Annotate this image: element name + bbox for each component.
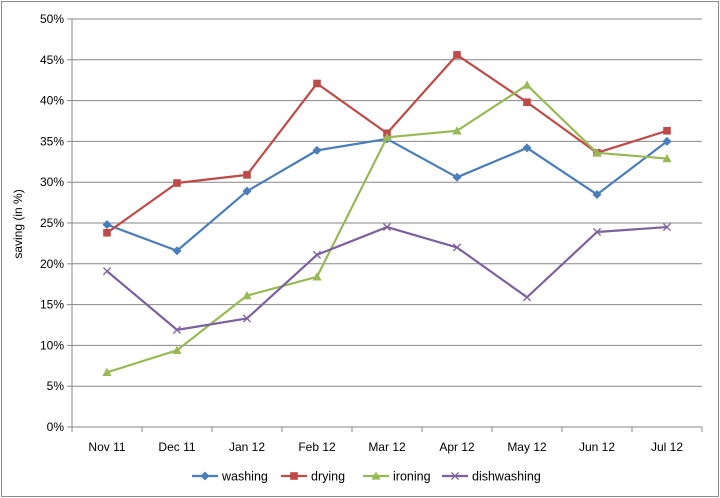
data-point-dishwashing xyxy=(452,243,462,252)
x-tick-label: Feb 12 xyxy=(298,440,336,454)
data-point-dishwashing xyxy=(242,314,252,323)
data-point-washing xyxy=(242,186,252,196)
data-point-drying xyxy=(103,228,111,237)
series-line-washing xyxy=(106,137,668,252)
series-dishwashing xyxy=(102,223,672,334)
legend: washing drying ironing dishwashing xyxy=(192,470,541,484)
data-point-dishwashing xyxy=(312,250,322,259)
legend-item-ironing: ironing xyxy=(363,470,431,484)
gridlines xyxy=(72,18,702,387)
legend-label: washing xyxy=(221,470,268,484)
y-tick-label: 0% xyxy=(47,420,65,434)
data-point-dishwashing xyxy=(662,223,672,232)
series-line-ironing xyxy=(106,83,668,374)
data-point-ironing xyxy=(452,126,462,135)
data-point-drying xyxy=(523,98,531,107)
data-point-dishwashing xyxy=(172,325,182,334)
data-point-ironing xyxy=(592,148,602,157)
data-point-ironing xyxy=(172,345,182,354)
legend-marker xyxy=(450,471,460,481)
data-point-washing xyxy=(172,246,182,256)
data-point-ironing xyxy=(102,367,112,377)
series-group xyxy=(102,51,672,377)
x-tick-label: Jun 12 xyxy=(579,440,615,454)
data-point-washing xyxy=(522,143,532,153)
y-axis-label: saving (in %) xyxy=(11,189,25,258)
y-tick-label: 5% xyxy=(47,379,65,393)
data-point-ironing xyxy=(382,132,392,141)
series-line-dishwashing xyxy=(106,225,668,331)
y-axis: 0% 5% 10% 15% 20% 25% 30% 35% 40% 45% 50% xyxy=(40,12,73,434)
data-point-washing xyxy=(102,220,112,230)
legend-label: drying xyxy=(311,470,345,484)
y-tick-label: 10% xyxy=(40,338,64,352)
series-washing xyxy=(102,134,672,256)
data-point-dishwashing xyxy=(102,267,112,276)
y-tick-label: 40% xyxy=(40,94,64,108)
x-axis: Nov 11 Dec 11 Jan 12 Feb 12 Mar 12 Apr 12 May … xyxy=(71,426,703,454)
y-tick-label: 30% xyxy=(40,175,64,189)
y-tick-label: 25% xyxy=(40,216,64,230)
legend-marker xyxy=(371,471,381,480)
series-line-drying xyxy=(106,53,668,234)
data-point-washing xyxy=(312,145,322,155)
data-point-washing xyxy=(662,136,672,146)
y-tick-label: 20% xyxy=(40,257,64,271)
data-point-drying xyxy=(453,51,461,59)
data-point-ironing xyxy=(312,272,322,281)
y-tick-label: 15% xyxy=(40,298,64,312)
legend-item-drying: drying xyxy=(281,470,345,484)
series-drying xyxy=(103,51,671,237)
data-point-drying xyxy=(173,179,181,187)
data-point-ironing xyxy=(242,291,252,300)
data-point-dishwashing xyxy=(382,223,392,232)
y-tick-label: 35% xyxy=(40,134,64,148)
data-point-ironing xyxy=(662,153,672,163)
legend-marker xyxy=(200,471,210,481)
data-point-drying xyxy=(663,126,671,135)
y-tick-label: 45% xyxy=(40,53,64,67)
legend-item-dishwashing: dishwashing xyxy=(442,470,541,484)
data-point-washing xyxy=(452,172,462,182)
data-point-drying xyxy=(243,171,251,179)
x-tick-label: Nov 11 xyxy=(88,440,125,454)
data-point-dishwashing xyxy=(592,227,602,237)
x-tick-label: Apr 12 xyxy=(439,440,475,454)
legend-item-washing: washing xyxy=(192,470,268,484)
data-point-drying xyxy=(313,79,321,88)
data-point-washing xyxy=(592,189,602,199)
x-tick-label: Mar 12 xyxy=(368,440,406,454)
x-tick-label: Dec 11 xyxy=(158,440,195,454)
x-tick-label: Jan 12 xyxy=(229,440,265,454)
legend-label: ironing xyxy=(393,470,431,484)
data-point-dishwashing xyxy=(522,293,532,302)
x-tick-label: May 12 xyxy=(507,440,547,454)
series-ironing xyxy=(102,80,672,377)
legend-marker xyxy=(290,472,298,480)
legend-label: dishwashing xyxy=(472,470,541,484)
y-tick-label: 50% xyxy=(40,12,64,26)
x-tick-label: Jul 12 xyxy=(651,440,683,454)
data-point-ironing xyxy=(522,80,532,89)
